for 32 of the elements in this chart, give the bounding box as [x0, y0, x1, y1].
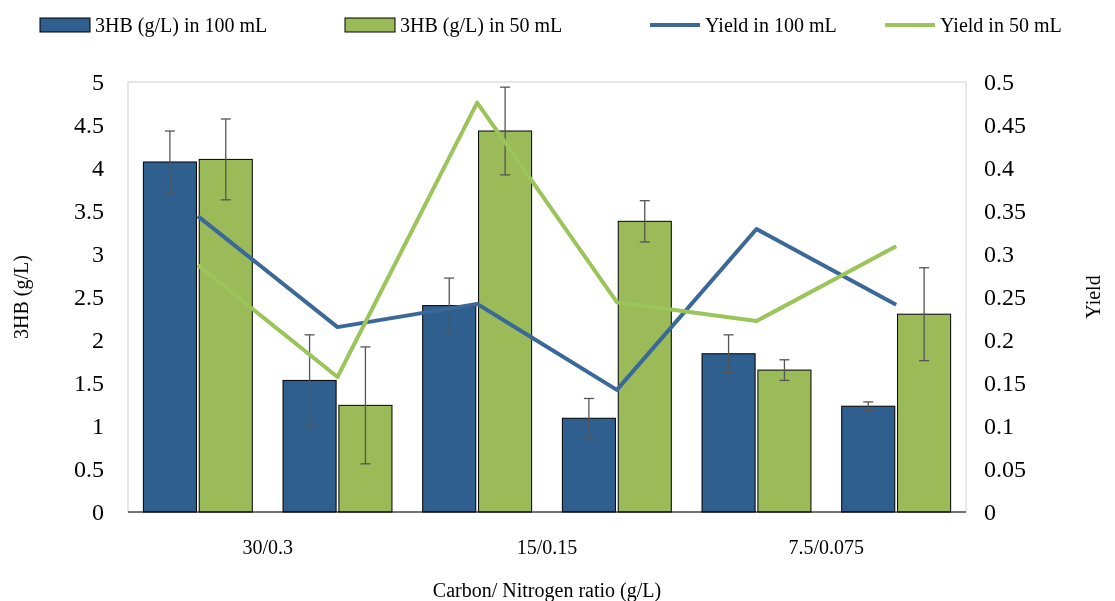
y-tick-label: 2 — [92, 327, 104, 354]
y-tick-label: 5 — [92, 69, 104, 96]
y-tick-label: 1 — [92, 413, 104, 440]
y-tick-label: 0.5 — [74, 456, 104, 483]
y2-tick-label: 0.45 — [984, 112, 1026, 139]
y-tick-label: 4 — [92, 155, 104, 182]
x-axis-title: Carbon/ Nitrogen ratio (g/L) — [432, 579, 662, 601]
legend-label: 3HB (g/L) in 50 mL — [400, 14, 563, 37]
legend-label: 3HB (g/L) in 100 mL — [95, 14, 268, 37]
y2-tick-label: 0.35 — [984, 198, 1026, 225]
y2-tick-label: 0.5 — [984, 69, 1014, 96]
y2-tick-label: 0.4 — [984, 155, 1014, 182]
y-tick-label: 0 — [92, 499, 104, 526]
y2-axis-title: Yield — [1082, 275, 1104, 319]
legend-label: Yield in 100 mL — [705, 14, 837, 36]
text: 15/0.15 — [516, 536, 578, 558]
y-tick-label: 3 — [92, 241, 104, 268]
y-tick-label: 4.5 — [74, 112, 104, 139]
y2-tick-label: 0.05 — [984, 456, 1026, 483]
legend-label: Yield in 50 mL — [940, 14, 1062, 36]
text: 30/0.3 — [242, 536, 293, 558]
y2-tick-label: 0.25 — [984, 284, 1026, 311]
y2-tick-label: 0.2 — [984, 327, 1014, 354]
y2-tick-label: 0.15 — [984, 370, 1026, 397]
y-tick-label: 2.5 — [74, 284, 104, 311]
y2-tick-label: 0.3 — [984, 241, 1014, 268]
y-tick-label: 1.5 — [74, 370, 104, 397]
y2-tick-label: 0.1 — [984, 413, 1014, 440]
y2-tick-label: 0 — [984, 499, 996, 526]
text: 7.5/0.075 — [788, 536, 865, 558]
y-axis-title: 3HB (g/L) — [10, 255, 33, 339]
y-tick-label: 3.5 — [74, 198, 104, 225]
